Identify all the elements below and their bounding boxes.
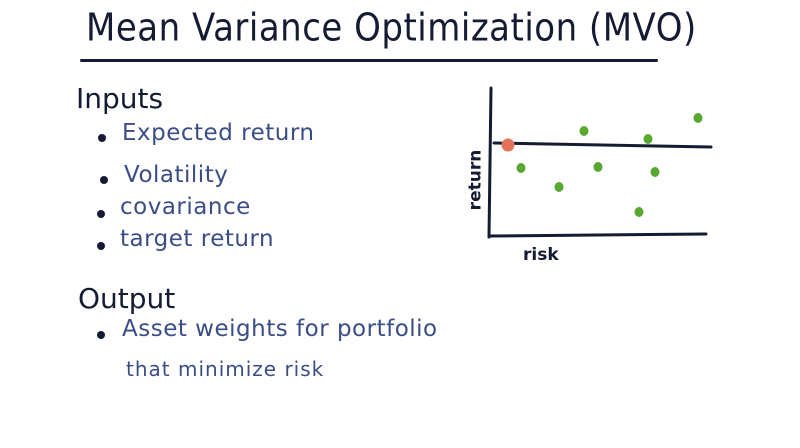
bullet-dot	[97, 210, 105, 218]
bullet-dot	[100, 176, 108, 184]
output-line-2: that minimize risk	[126, 357, 325, 381]
asset-point	[693, 113, 703, 123]
bullet-dot	[97, 242, 105, 250]
y-axis-label: return	[465, 149, 486, 211]
x-axis	[487, 232, 708, 238]
asset-point	[579, 126, 589, 136]
asset-point	[554, 182, 564, 192]
output-heading: Output	[78, 282, 176, 315]
input-item-volatility: Volatility	[124, 162, 229, 188]
bullet-dot	[98, 134, 106, 142]
asset-point	[643, 134, 653, 144]
input-item-covariance: covariance	[120, 194, 251, 220]
target-return-line	[492, 141, 713, 149]
asset-point	[634, 207, 644, 217]
title-underline	[80, 59, 658, 62]
asset-points	[516, 113, 703, 217]
output-line-1: Asset weights for portfolio	[122, 316, 438, 342]
page-title: Mean Variance Optimization (MVO)	[86, 6, 697, 51]
input-item-target-return: target return	[120, 226, 275, 252]
input-item-expected-return: Expected return	[122, 120, 315, 146]
x-axis-label: risk	[523, 245, 559, 265]
y-axis	[487, 86, 493, 239]
asset-point	[650, 167, 660, 177]
asset-point	[516, 163, 526, 173]
bullet-dot	[97, 331, 105, 339]
asset-point	[593, 162, 603, 172]
min-risk-point	[501, 138, 515, 152]
inputs-heading: Inputs	[76, 82, 164, 115]
